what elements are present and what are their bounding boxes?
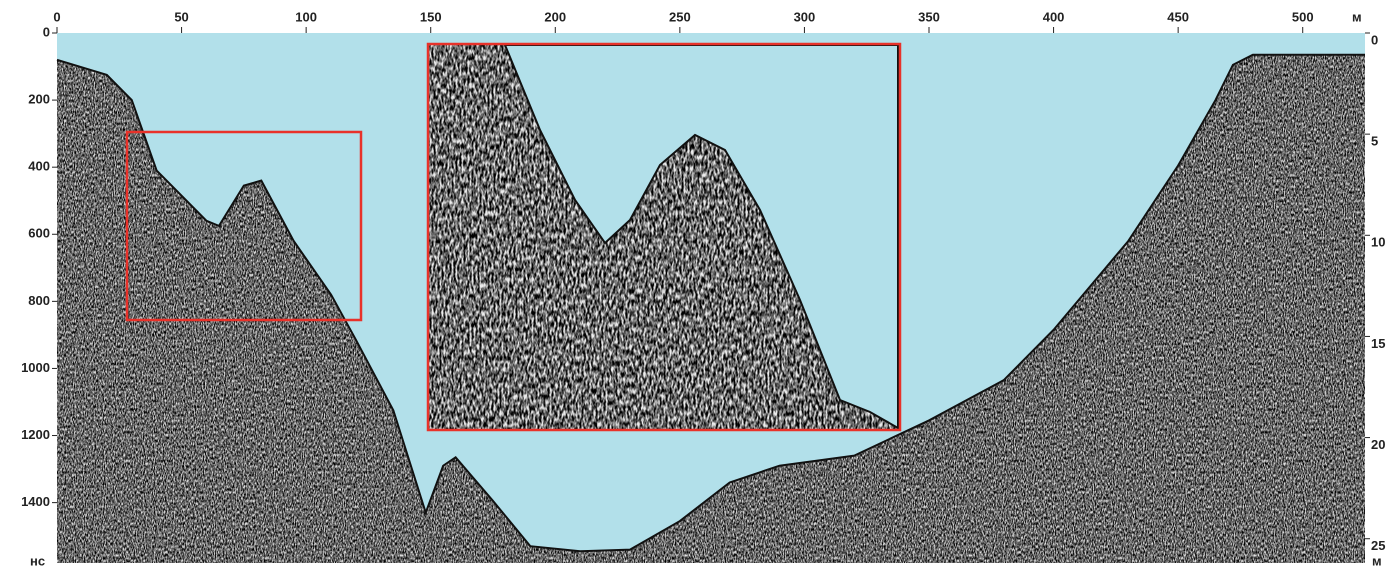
y2-tick-label: 10 <box>1371 235 1385 250</box>
y-tick-label: 1200 <box>21 427 50 442</box>
y-tick-label: 0 <box>43 24 50 39</box>
y2-tick-label: 0 <box>1371 32 1378 47</box>
y-tick-label: 800 <box>28 293 50 308</box>
y-tick-label: 1000 <box>21 360 50 375</box>
y2-tick-label: 5 <box>1371 134 1378 149</box>
y-tick-label: 1400 <box>21 494 50 509</box>
y2-axis-unit: м <box>1372 553 1382 568</box>
y-axis-unit: нс <box>30 553 45 568</box>
y-tick-label: 400 <box>28 159 50 174</box>
y2-tick-label: 20 <box>1371 437 1385 452</box>
y-tick-label: 200 <box>28 92 50 107</box>
x-axis-unit: м <box>1352 9 1362 24</box>
x-tick-label: 0 <box>53 9 60 24</box>
x-tick-label: 200 <box>544 9 566 24</box>
inset-view <box>428 44 900 430</box>
x-tick-label: 250 <box>669 9 691 24</box>
y2-tick-label: 25 <box>1371 538 1385 553</box>
x-tick-label: 500 <box>1292 9 1314 24</box>
x-tick-label: 50 <box>174 9 188 24</box>
x-tick-label: 300 <box>794 9 816 24</box>
x-tick-label: 100 <box>295 9 317 24</box>
y2-tick-label: 15 <box>1371 336 1385 351</box>
x-tick-label: 150 <box>420 9 442 24</box>
radargram: м нс м 050100150200250300350400450500020… <box>0 0 1394 570</box>
x-tick-label: 450 <box>1167 9 1189 24</box>
x-tick-label: 400 <box>1043 9 1065 24</box>
x-tick-label: 350 <box>918 9 940 24</box>
y-tick-label: 600 <box>28 226 50 241</box>
